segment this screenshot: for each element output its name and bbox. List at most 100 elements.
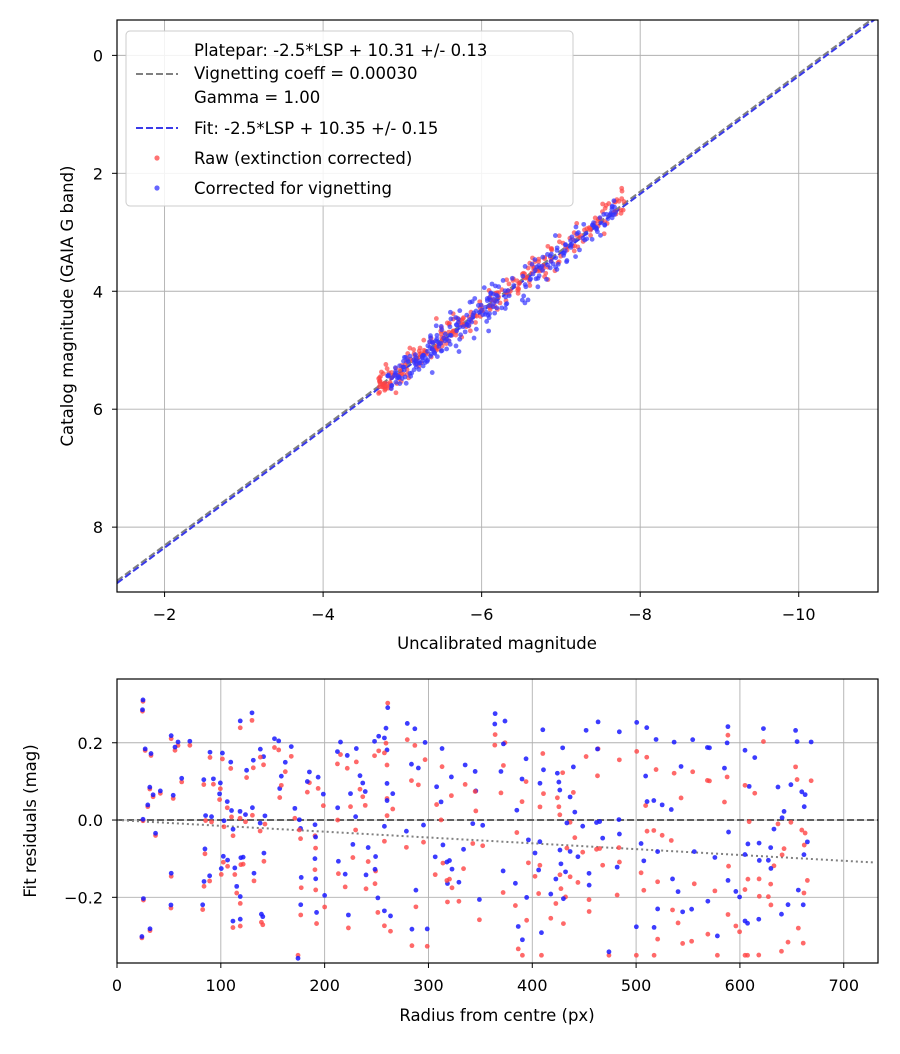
corrected-point	[533, 276, 539, 282]
residual-corrected-point	[237, 808, 243, 814]
residual-corrected-point	[756, 858, 762, 863]
residual-corrected-point	[250, 757, 256, 763]
raw-point	[517, 280, 523, 286]
corrected-point	[428, 353, 433, 359]
residual-raw-point	[288, 753, 294, 759]
residual-raw-point	[724, 774, 730, 780]
residual-raw-point	[659, 832, 665, 838]
residual-corrected-point	[537, 780, 543, 786]
residual-raw-point	[512, 903, 518, 908]
residual-raw-point	[537, 862, 543, 868]
residual-corrected-point	[572, 809, 578, 815]
residual-raw-point	[261, 858, 267, 864]
residual-raw-point	[541, 791, 546, 797]
residual-corrected-point	[257, 820, 263, 826]
corrected-point	[511, 283, 517, 288]
residual-corrected-point	[746, 783, 752, 789]
corrected-point	[521, 293, 527, 299]
residual-raw-point	[221, 824, 227, 830]
residual-raw-point	[801, 890, 807, 896]
top-y-tick-label: 0	[93, 46, 103, 65]
corrected-point	[573, 254, 578, 259]
bottom-x-tick-label: 500	[621, 976, 652, 995]
residual-corrected-point	[202, 846, 208, 852]
residual-raw-point	[800, 940, 806, 946]
residual-corrected-point	[388, 913, 393, 919]
residual-raw-point	[439, 764, 445, 770]
residual-raw-point	[756, 876, 762, 882]
corrected-point	[548, 251, 554, 257]
residual-corrected-point	[434, 784, 440, 790]
corrected-point	[389, 375, 395, 381]
corrected-point	[509, 275, 515, 281]
residual-corrected-point	[230, 826, 236, 832]
residual-raw-point	[304, 789, 310, 795]
corrected-point	[471, 335, 477, 341]
residual-raw-point	[335, 817, 341, 823]
residual-corrected-point	[800, 902, 806, 908]
residual-corrected-point	[314, 910, 319, 915]
residual-corrected-point	[421, 822, 426, 828]
residual-corrected-point	[771, 826, 777, 832]
residual-raw-point	[348, 804, 353, 810]
residual-raw-point	[768, 881, 774, 887]
residual-corrected-point	[655, 906, 661, 912]
residual-corrected-point	[243, 812, 248, 818]
corrected-point	[397, 363, 403, 369]
residual-corrected-point	[722, 765, 727, 771]
residual-raw-point	[616, 757, 622, 763]
residual-raw-point	[570, 790, 576, 795]
residual-corrected-point	[477, 897, 482, 902]
residual-corrected-point	[671, 739, 677, 745]
residual-corrected-point	[761, 726, 766, 732]
residual-raw-point	[338, 752, 343, 757]
residual-raw-point	[733, 923, 739, 929]
corrected-point	[487, 297, 493, 303]
residual-corrected-point	[209, 814, 214, 820]
residual-raw-point	[313, 887, 319, 893]
corrected-point	[573, 224, 579, 230]
residual-corrected-point	[804, 839, 810, 845]
residual-corrected-point	[742, 918, 748, 924]
top-panel: −2 −4 −6 −8 −10 0 2 4 6 8 Uncalibrated magnitude…	[58, 19, 879, 653]
raw-point	[543, 270, 549, 276]
residual-corrected-point	[641, 858, 647, 864]
residual-raw-point	[357, 786, 363, 792]
residual-raw-point	[725, 732, 731, 738]
residual-corrected-point	[680, 909, 686, 915]
raw-point	[527, 283, 533, 288]
corrected-point	[536, 273, 542, 279]
residual-corrected-point	[365, 845, 371, 850]
residual-corrected-point	[221, 818, 227, 824]
corrected-point	[589, 236, 595, 242]
residual-raw-point	[448, 793, 454, 799]
residual-corrected-point	[307, 769, 312, 775]
residual-raw-point	[671, 770, 677, 776]
top-x-tick-label: −8	[628, 605, 652, 624]
residual-corrected-point	[586, 882, 592, 888]
residual-corrected-point	[668, 807, 674, 812]
residual-corrected-point	[781, 809, 787, 814]
residual-raw-point	[409, 778, 414, 784]
residual-corrected-point	[472, 769, 478, 774]
corrected-point	[500, 278, 506, 283]
residual-corrected-point	[201, 777, 207, 783]
corrected-point	[482, 305, 488, 310]
residual-corrected-point	[449, 866, 455, 872]
residual-corrected-point	[724, 740, 730, 746]
residual-corrected-point	[141, 896, 146, 902]
residual-raw-point	[690, 769, 696, 775]
residual-raw-point	[234, 890, 240, 896]
residual-raw-point	[237, 815, 243, 821]
residual-corrected-point	[278, 773, 284, 779]
residual-raw-point	[779, 852, 785, 858]
corrected-point	[479, 307, 484, 313]
residual-corrected-point	[659, 802, 665, 808]
residual-corrected-point	[580, 823, 586, 829]
corrected-point	[456, 349, 462, 354]
residual-corrected-point	[502, 718, 508, 724]
residual-corrected-point	[524, 895, 530, 900]
corrected-point	[561, 250, 567, 256]
raw-point	[606, 201, 612, 206]
residual-corrected-point	[541, 767, 546, 773]
